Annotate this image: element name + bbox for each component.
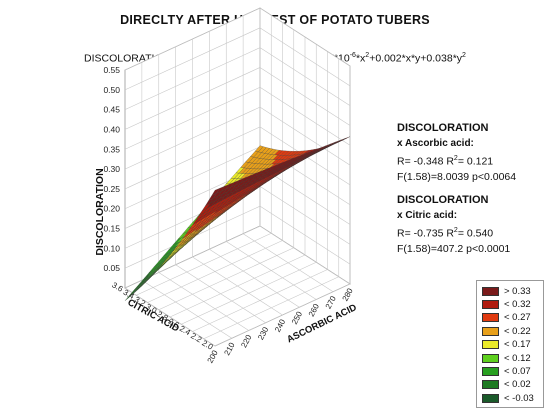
x-tick-label: 200 [206,348,220,364]
z-tick-label: 0.40 [103,124,120,134]
stats-r2: = 0.540 [457,227,494,240]
stats-r2: = 0.121 [457,155,494,168]
stats-correlation: R= -0.735 R2= 0.540 [397,223,510,242]
equation-square-1: 2 [365,52,370,59]
x-tick-labels: 200 210 220 230 240 250 260 270 280 [206,286,355,364]
legend-label: < 0.27 [504,312,531,324]
x-tick-label: 230 [256,325,270,341]
legend-label: < 0.07 [504,365,531,377]
z-axis-label: DISCOLORATION [94,168,106,255]
z-tick-label: 0.50 [103,85,120,95]
surface-cell [211,187,221,196]
equation-x-term: *x [355,52,366,65]
z-tick-label: 0.05 [103,263,120,273]
z-tick-label: 0.35 [103,144,120,154]
legend-item: > 0.33 [482,285,531,297]
z-tick-label: 0.55 [103,65,120,75]
legend-label: < 0.02 [504,379,531,391]
stats-ascorbic: DISCOLORATION x Ascorbic acid: R= -0.348… [397,121,516,185]
equation-exponent: -6 [349,52,356,59]
legend-item: < 0.27 [482,312,531,324]
x-tick-label: 220 [239,333,253,349]
legend-swatch [482,286,499,296]
legend-swatch [482,313,499,323]
legend-label: > 0.33 [504,285,531,297]
stats-subtitle: x Ascorbic acid: [397,138,474,149]
equation-square-2: 2 [462,52,466,59]
x-tick-label: 250 [290,309,304,325]
stats-f-test: F(1.58)=8.0039 p<0.0064 [397,170,517,183]
z-tick-label: 0.20 [103,204,120,214]
x-tick-label: 210 [222,340,236,356]
stats-correlation: R= -0.348 R2= 0.121 [397,151,516,170]
legend: > 0.33 < 0.32 < 0.27 < 0.22 < 0.17 < 0.12 < 0.… [476,280,544,408]
stats-citric: DISCOLORATION x Citric acid: R= -0.735 R… [397,193,510,257]
response-surface [124,136,351,301]
x-tick-label: 240 [273,317,287,333]
wall-grid [124,7,351,347]
legend-swatch [482,353,499,363]
equation-middle: +0.002*x*y+0.038*y [369,52,463,65]
legend-item: < 0.02 [482,379,531,391]
x-tick-label: 270 [324,294,338,310]
legend-label: < 0.12 [504,352,531,364]
stats-r: R= -0.348 R [397,155,454,168]
stats-title: DISCOLORATION [397,122,489,134]
z-tick-labels: 0.05 0.10 0.15 0.20 0.25 0.30 0.35 0.40 0.45 0.50… [103,65,120,273]
z-tick-label: 0.25 [103,184,120,194]
legend-swatch [482,340,499,350]
legend-swatch [482,380,499,390]
legend-item: < -0.03 [482,392,534,404]
legend-item: < 0.22 [482,325,531,337]
legend-swatch [482,393,499,403]
stats-r: R= -0.735 R [397,227,454,240]
stats-r-sup: 2 [453,227,458,234]
stats-r-sup: 2 [453,155,458,162]
legend-label: < 0.17 [504,339,531,351]
legend-item: < 0.07 [482,365,531,377]
z-tick-label: 0.15 [103,224,120,234]
legend-swatch [482,326,499,336]
legend-label: < 0.22 [504,325,531,337]
stats-title: DISCOLORATION [397,194,489,206]
z-tick-label: 0.30 [103,164,120,174]
legend-item: < 0.32 [482,298,531,310]
legend-label: < -0.03 [504,392,534,404]
legend-swatch [482,299,499,309]
stats-subtitle: x Citric acid: [397,210,458,221]
x-tick-label: 260 [307,302,321,318]
z-tick-label: 0.10 [103,243,120,253]
legend-item: < 0.12 [482,352,531,364]
stats-f-test: F(1.58)=407.2 p<0.0001 [397,242,511,255]
legend-label: < 0.32 [504,298,531,310]
z-tick-label: 0.45 [103,105,120,115]
x-tick-label: 280 [341,286,355,302]
legend-swatch [482,366,499,376]
legend-item: < 0.17 [482,339,531,351]
